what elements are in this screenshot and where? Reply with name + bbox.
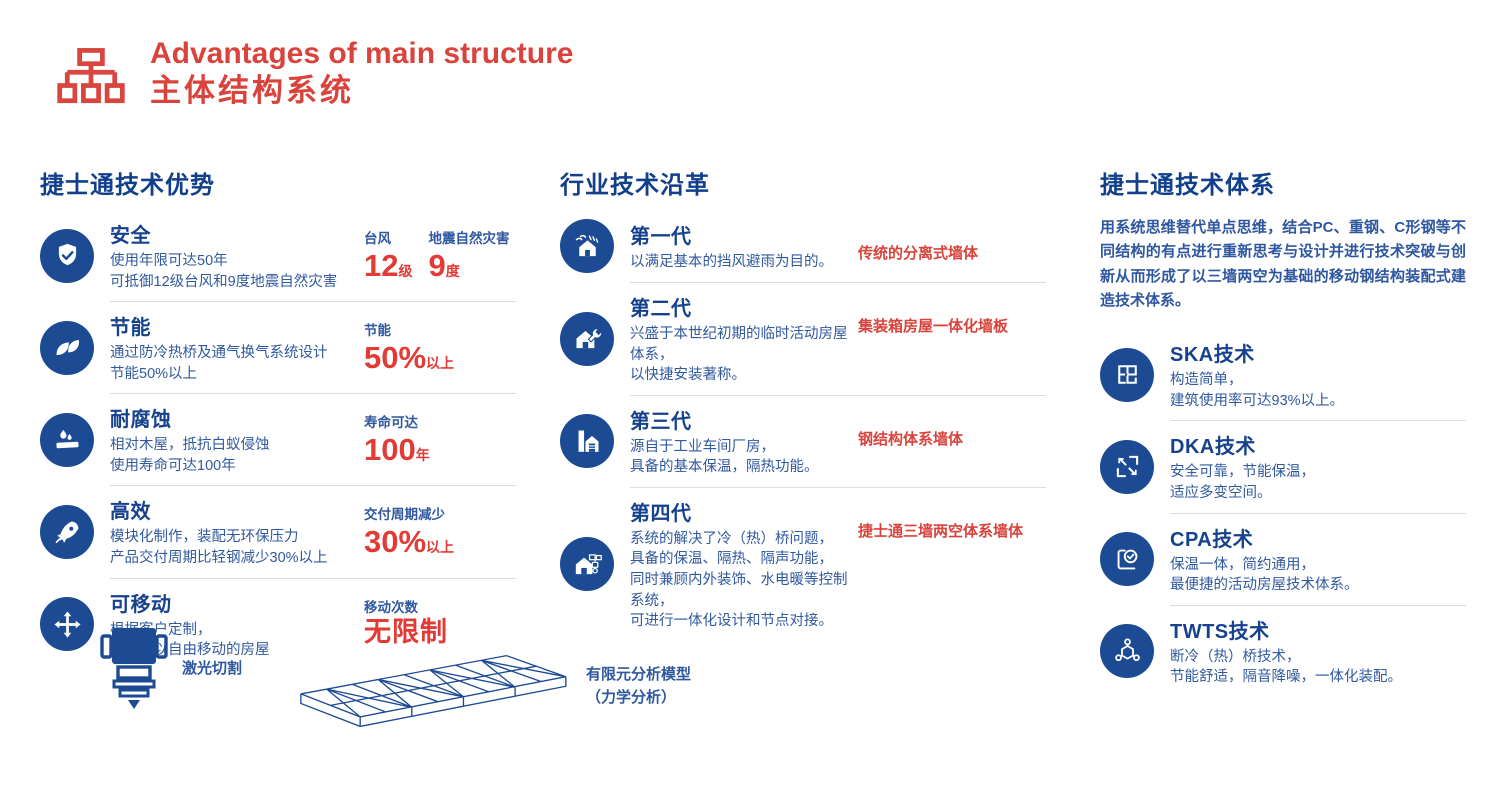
- generation-title: 第二代: [630, 298, 692, 320]
- leaf-icon: [40, 320, 94, 375]
- shield-check-icon: [40, 228, 94, 283]
- tech-row-ska: SKA技术 构造简单， 建筑使用率可达93%以上。: [1100, 329, 1466, 420]
- advantage-row-efficiency: 高效 模块化制作，装配无环保压力 产品交付周期比轻钢减少30%以上 交付周期减少…: [40, 486, 516, 577]
- truss-model-icon: [284, 626, 576, 741]
- laser-cutting-label: 激光切割: [182, 660, 243, 677]
- advantage-title: 安全: [110, 225, 151, 247]
- tech-title: DKA技术: [1170, 436, 1256, 459]
- advantage-description: 通过防冷热桥及通气换气系统设计 节能50%以上: [110, 345, 328, 382]
- stat-delivery: 交付周期减少 30%以上: [364, 507, 455, 560]
- evolution-column: 行业技术沿革 第一代 以满足基本的挡风避雨为目的。 传统的分离式墙体: [560, 165, 1046, 641]
- divider: [110, 393, 516, 395]
- generation-description: 源自于工业车间厂房， 具备的基本保温，隔热功能。: [630, 438, 819, 476]
- laser-cutting-figure: 激光切割: [98, 626, 242, 717]
- divider: [1170, 512, 1466, 514]
- divider: [1170, 420, 1466, 422]
- generation-description: 系统的解决了冷（热）桥问题， 具备的保温、隔热、隔声功能， 同时兼顾内外装饰、水…: [630, 530, 848, 630]
- house-network-icon: [560, 537, 614, 592]
- generation-tag: 传统的分离式墙体: [858, 245, 979, 262]
- tech-title: SKA技术: [1170, 344, 1255, 367]
- molecule-icon: [1100, 624, 1154, 679]
- droplets-icon: [40, 412, 94, 467]
- house-wind-icon: [560, 219, 614, 273]
- divider: [110, 577, 516, 579]
- clipboard-check-icon: [1100, 532, 1154, 587]
- tech-row-cpa: CPA技术 保温一体，简约通用， 最便捷的活动房屋技术体系。: [1100, 514, 1466, 605]
- divider: [630, 394, 1046, 396]
- generation-tag: 钢结构体系墙体: [858, 430, 964, 448]
- advantage-description: 模块化制作，装配无环保压力 产品交付周期比轻钢减少30%以上: [110, 529, 328, 567]
- stat-typhoon: 台风 12级: [364, 231, 413, 283]
- generation-description: 兴盛于本世纪初期的临时活动房屋体系， 以快捷安装著称。: [630, 326, 848, 384]
- fem-model-label: 有限元分析模型 （力学分析）: [586, 666, 692, 706]
- generation-row-1: 第一代 以满足基本的挡风避雨为目的。 传统的分离式墙体: [560, 210, 1046, 282]
- stat-energy-saving: 节能 50%以上: [364, 323, 455, 376]
- generation-title: 第一代: [630, 225, 692, 248]
- tech-description: 保温一体，简约通用， 最便捷的活动房屋技术体系。: [1170, 556, 1359, 594]
- fem-model-figure: 有限元分析模型 （力学分析）: [284, 626, 691, 741]
- tech-title: CPA技术: [1170, 528, 1254, 551]
- floorplan-icon: [1100, 347, 1154, 402]
- generation-title: 第三代: [630, 410, 692, 433]
- generation-description: 以满足基本的挡风避雨为目的。: [630, 253, 833, 270]
- tech-description: 安全可靠，节能保温， 适应多变空间。: [1170, 464, 1315, 501]
- rocket-icon: [40, 505, 94, 560]
- divider: [630, 282, 1046, 283]
- divider: [630, 486, 1046, 488]
- factory-icon: [560, 414, 614, 469]
- advantage-title: 节能: [110, 317, 151, 340]
- page-header: Advantages of main structure 主体结构系统: [54, 36, 573, 113]
- divider: [110, 485, 516, 487]
- advantage-description: 使用年限可达50年 可抵御12级台风和9度地震自然灾害: [110, 253, 338, 290]
- move-arrows-icon: [40, 597, 94, 652]
- advantage-title: 高效: [110, 501, 151, 524]
- advantage-title: 可移动: [110, 593, 172, 616]
- generation-title: 第四代: [630, 502, 692, 525]
- laser-cutter-icon: [98, 626, 170, 717]
- house-wrench-icon: [560, 311, 614, 366]
- generation-tag: 捷士通三墙两空体系墙体: [858, 522, 1024, 540]
- tech-description: 构造简单， 建筑使用率可达93%以上。: [1170, 372, 1345, 409]
- footer-illustrations: 激光切割 有限元分析模型 （力学分析）: [98, 626, 691, 741]
- advantage-title: 耐腐蚀: [110, 409, 172, 432]
- tech-row-twts: TWTS技术 断冷（热）桥技术， 节能舒适，隔音降噪，一体化装配。: [1100, 606, 1466, 697]
- advantage-row-energy: 节能 通过防冷热桥及通气换气系统设计 节能50%以上 节能 50%以上: [40, 302, 516, 393]
- advantage-description: 相对木屋，抵抗白蚁侵蚀 使用寿命可达100年: [110, 437, 270, 474]
- page-title-zh: 主体结构系统: [150, 73, 354, 108]
- advantage-row-safety: 安全 使用年限可达50年 可抵御12级台风和9度地震自然灾害 台风 12级 地震…: [40, 210, 516, 301]
- tech-system-intro: 用系统思维替代单点思维，结合PC、重钢、C形钢等不同结构的有点进行重新思考与设计…: [1100, 219, 1466, 309]
- tech-description: 断冷（热）桥技术， 节能舒适，隔音降噪，一体化装配。: [1170, 648, 1402, 686]
- divider: [1170, 604, 1466, 606]
- advantages-column: 捷士通技术优势 安全 使用年限可达50年 可抵御12级台风和9度地震自然灾害 台…: [40, 165, 516, 670]
- expand-arrows-icon: [1100, 439, 1154, 494]
- generation-row-2: 第二代 兴盛于本世纪初期的临时活动房屋体系， 以快捷安装著称。 集装箱房屋一体化…: [560, 283, 1046, 395]
- advantages-heading: 捷士通技术优势: [40, 172, 215, 199]
- divider: [110, 301, 516, 303]
- tech-row-dka: DKA技术 安全可靠，节能保温， 适应多变空间。: [1100, 421, 1466, 512]
- evolution-heading: 行业技术沿革: [560, 172, 710, 199]
- tech-system-column: 捷士通技术体系 用系统思维替代单点思维，结合PC、重钢、C形钢等不同结构的有点进…: [1100, 165, 1466, 697]
- tech-title: TWTS技术: [1170, 620, 1270, 643]
- stat-moves: 移动次数 无限制: [364, 599, 448, 647]
- page-title-en: Advantages of main structure: [150, 37, 574, 70]
- org-chart-icon: [54, 36, 128, 113]
- advantage-row-corrosion: 耐腐蚀 相对木屋，抵抗白蚁侵蚀 使用寿命可达100年 寿命可达 100年: [40, 394, 516, 485]
- generation-row-4: 第四代 系统的解决了冷（热）桥问题， 具备的保温、隔热、隔声功能， 同时兼顾内外…: [560, 488, 1046, 641]
- stat-lifespan: 寿命可达 100年: [364, 415, 430, 468]
- generation-row-3: 第三代 源自于工业车间厂房， 具备的基本保温，隔热功能。 钢结构体系墙体: [560, 396, 1046, 487]
- tech-system-heading: 捷士通技术体系: [1100, 172, 1275, 199]
- page-title-block: Advantages of main structure 主体结构系统: [150, 36, 573, 111]
- generation-tag: 集装箱房屋一体化墙板: [858, 318, 1009, 335]
- stat-earthquake: 地震自然灾害 9度: [428, 231, 510, 283]
